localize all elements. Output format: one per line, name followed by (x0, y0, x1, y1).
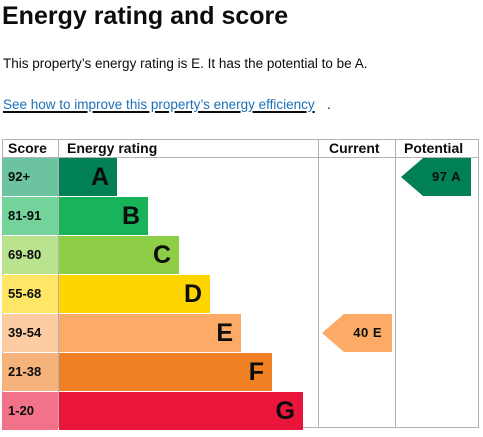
score-range-a: 92+ (2, 158, 58, 196)
grid-vline-4 (478, 139, 479, 428)
potential-rating-arrow-label: 97 A (432, 169, 461, 184)
page-title: Energy rating and score (2, 2, 289, 30)
score-range-e: 39-54 (2, 314, 58, 352)
header-potential: Potential (404, 140, 464, 156)
rating-bar-e: E (59, 314, 241, 352)
header-score: Score (8, 140, 47, 156)
rating-bar-b: B (59, 197, 148, 235)
potential-rating-arrow: 97 A (401, 158, 471, 196)
grid-hline-1 (2, 157, 479, 158)
score-range-f: 21-38 (2, 353, 58, 391)
rating-bar-f: F (59, 353, 272, 391)
rating-bar-g: G (59, 392, 303, 430)
score-range-g: 1-20 (2, 392, 58, 430)
grid-vline-2 (318, 139, 319, 428)
current-rating-arrow: 40 E (322, 314, 392, 352)
grid-hline-0 (2, 139, 479, 140)
current-rating-arrow-label: 40 E (353, 325, 382, 340)
header-current: Current (329, 140, 380, 156)
rating-bar-a: A (59, 158, 117, 196)
rating-bar-d: D (59, 275, 210, 313)
rating-summary: This property’s energy rating is E. It h… (3, 56, 368, 71)
rating-bar-c: C (59, 236, 179, 274)
link-suffix: . (327, 97, 331, 112)
header-energy-rating: Energy rating (67, 140, 158, 156)
grid-vline-1 (58, 139, 59, 428)
energy-rating-table: Score Energy rating Current Potential 92… (2, 139, 479, 430)
score-range-c: 69-80 (2, 236, 58, 274)
grid-vline-3 (395, 139, 396, 428)
improve-efficiency-link[interactable]: See how to improve this property’s energ… (3, 97, 315, 112)
score-range-d: 55-68 (2, 275, 58, 313)
score-range-b: 81-91 (2, 197, 58, 235)
